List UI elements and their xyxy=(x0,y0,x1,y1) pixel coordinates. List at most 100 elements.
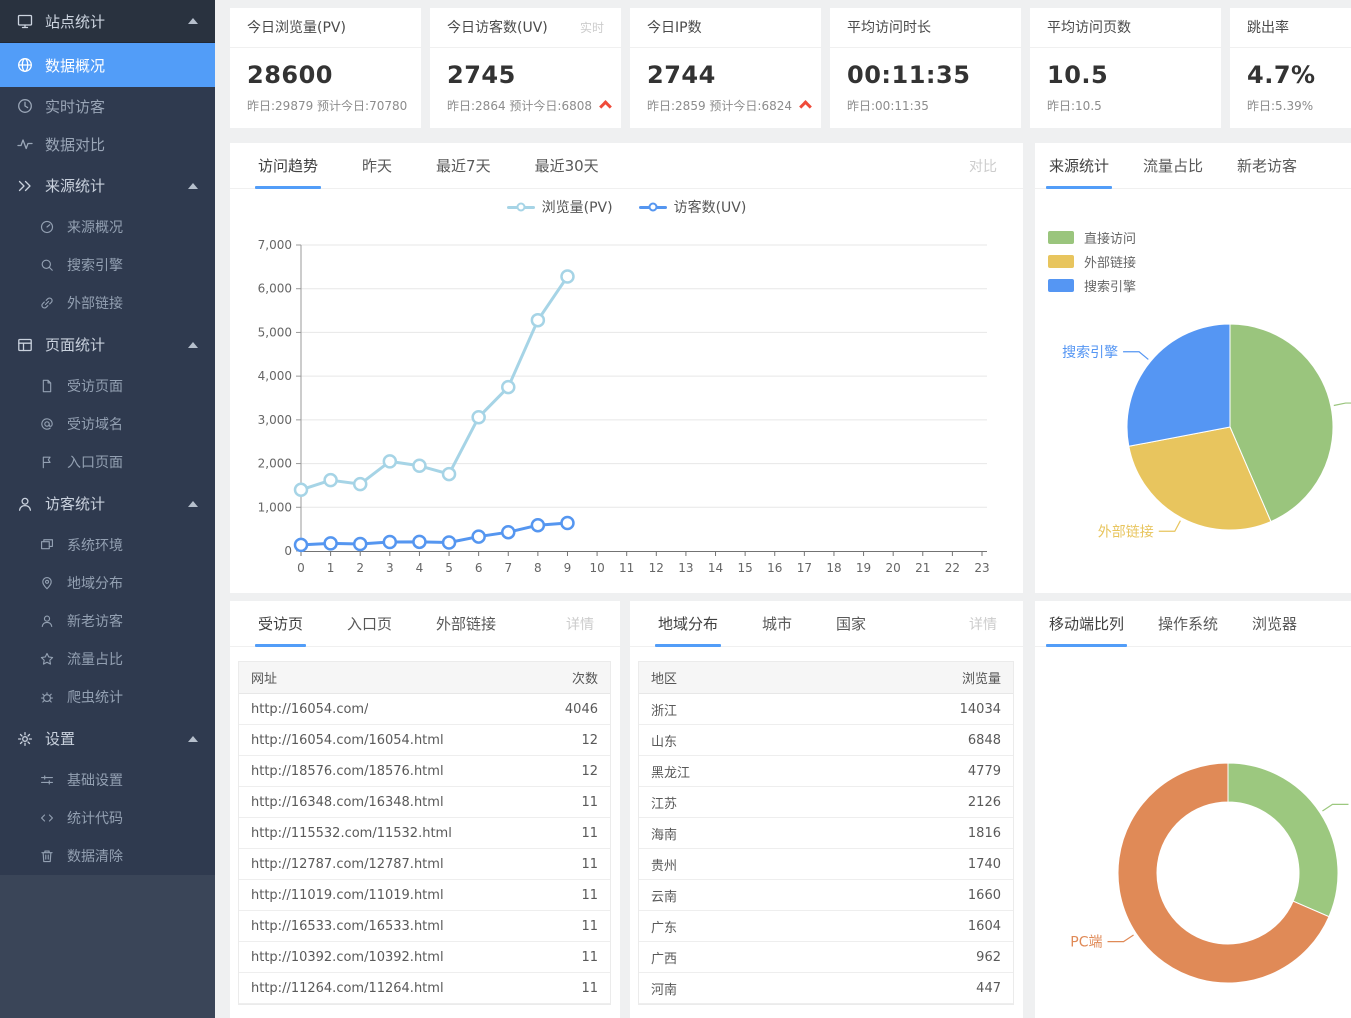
visited-page-row: http://10392.com/10392.html 11 xyxy=(239,942,610,973)
legend-item-pv[interactable]: 浏览量(PV) xyxy=(506,197,613,217)
sidebar-item-label: 数据清除 xyxy=(67,849,123,865)
data-point xyxy=(293,482,309,498)
row-value: 11 xyxy=(581,794,598,810)
tab-last7days[interactable]: 最近7天 xyxy=(436,157,491,175)
pie-legend-item[interactable]: 外部链接 xyxy=(1048,249,1136,273)
column-header: 浏览量 xyxy=(961,672,1001,687)
tab-mobile-ratio[interactable]: 移动端比列 xyxy=(1045,601,1128,647)
card-subtext: 昨日:00:11:35 xyxy=(847,99,929,113)
device-donut-chart: 移动端PC端 xyxy=(1070,762,1349,984)
sidebar-item-label: 来源概况 xyxy=(67,220,123,236)
legend-swatch xyxy=(1048,278,1074,292)
tab-source-stats[interactable]: 来源统计 xyxy=(1045,143,1113,189)
tab-traffic-share[interactable]: 流量占比 xyxy=(1143,157,1204,175)
tab-region[interactable]: 地域分布 xyxy=(654,601,722,647)
region-row: 山东 6848 xyxy=(639,725,1013,756)
row-label: 浙江 xyxy=(651,703,678,719)
trash-icon xyxy=(38,848,55,865)
card-subtext: 昨日:2864 预计今日:6808 xyxy=(430,89,621,114)
compare-link[interactable]: 对比 xyxy=(969,159,997,175)
sidebar-item-region-distribution[interactable]: 地域分布 xyxy=(0,564,215,602)
card-subtext: 昨日:2859 预计今日:6824 xyxy=(630,89,821,114)
row-value: 447 xyxy=(976,980,1001,996)
sidebar-item-label: 地域分布 xyxy=(67,576,123,592)
source-tabs: 来源统计 流量占比 新老访客 xyxy=(1035,143,1351,189)
tab-country[interactable]: 国家 xyxy=(836,615,867,633)
row-label: http://18576.com/18576.html xyxy=(251,763,444,779)
tab-new-returning[interactable]: 新老访客 xyxy=(1237,157,1298,175)
region-row: 河南 447 xyxy=(639,973,1013,1004)
star-icon xyxy=(38,651,55,668)
sidebar-item-basic-settings[interactable]: 基础设置 xyxy=(0,761,215,799)
pie-legend-item[interactable]: 直接访问 xyxy=(1048,225,1136,249)
y-tick-label: 7,000 xyxy=(258,238,292,252)
sidebar-item-source-stats[interactable]: 来源统计 xyxy=(0,163,215,208)
row-value: 6848 xyxy=(967,732,1001,748)
sidebar-item-source-overview[interactable]: 来源概况 xyxy=(0,208,215,246)
tab-os[interactable]: 操作系统 xyxy=(1158,615,1219,633)
sidebar-item-site-stats[interactable]: 站点统计 xyxy=(0,0,215,43)
sidebar-item-traffic-share[interactable]: 流量占比 xyxy=(0,640,215,678)
sidebar-item-realtime-visitors[interactable]: 实时访客 xyxy=(0,87,215,125)
region-row: 浙江 14034 xyxy=(639,694,1013,725)
sidebar-item-external-links[interactable]: 外部链接 xyxy=(0,284,215,322)
details-link[interactable]: 详情 xyxy=(566,617,594,633)
sidebar-item-search-engine[interactable]: 搜索引擎 xyxy=(0,246,215,284)
region-panel: 地域分布 城市 国家 详情 地区 浏览量 浙江 14034 山东 6848 黑龙江 4779 江苏 21… xyxy=(630,601,1023,1018)
sidebar-item-page-stats[interactable]: 页面统计 xyxy=(0,322,215,367)
visited-pages-table: 网址 次数 http://16054.com/4046 http://16054.co… xyxy=(238,661,611,1005)
pie-legend-item[interactable]: 搜索引擎 xyxy=(1048,273,1136,297)
legend-label: 浏览量(PV) xyxy=(541,200,613,216)
data-point xyxy=(441,535,457,550)
row-label: 海南 xyxy=(651,827,678,843)
sidebar-item-entry-pages[interactable]: 入口页面 xyxy=(0,443,215,481)
row-label: http://16348.com/16348.html xyxy=(251,794,444,810)
sidebar-item-system-env[interactable]: 系统环境 xyxy=(0,526,215,564)
tab-last30days[interactable]: 最近30天 xyxy=(534,157,599,175)
sidebar-item-visited-domains[interactable]: 受访域名 xyxy=(0,405,215,443)
tab-external-links[interactable]: 外部链接 xyxy=(436,615,497,633)
legend-marker xyxy=(506,202,535,212)
card-value: 28600 xyxy=(247,61,333,89)
slice-搜索引擎 xyxy=(1126,323,1231,447)
y-tick-label: 2,000 xyxy=(258,457,292,471)
tab-yesterday[interactable]: 昨天 xyxy=(362,157,393,175)
tab-visited-pages[interactable]: 受访页 xyxy=(254,601,307,647)
sidebar-item-tracking-code[interactable]: 统计代码 xyxy=(0,799,215,837)
sidebar-item-data-compare[interactable]: 数据对比 xyxy=(0,125,215,163)
device-panel: 移动端比列 操作系统 浏览器 移动端PC端 xyxy=(1035,601,1351,1018)
pin-icon xyxy=(38,575,55,592)
users-icon xyxy=(16,495,33,512)
sidebar-item-data-clear[interactable]: 数据清除 xyxy=(0,837,215,875)
label-leader xyxy=(1333,402,1351,407)
tab-browser[interactable]: 浏览器 xyxy=(1252,615,1298,633)
data-point xyxy=(293,537,309,553)
tab-trend[interactable]: 访问趋势 xyxy=(254,143,322,189)
legend-label: 直接访问 xyxy=(1084,231,1137,247)
row-value: 2126 xyxy=(967,794,1001,810)
card-subtext: 昨日:10.5 xyxy=(1047,99,1102,113)
sidebar-item-visited-pages[interactable]: 受访页面 xyxy=(0,367,215,405)
sidebar-item-label: 基础设置 xyxy=(67,773,123,789)
card-value: 2744 xyxy=(647,61,716,89)
sidebar-item-data-overview[interactable]: 数据概况 xyxy=(0,43,215,87)
sidebar-item-crawler-stats[interactable]: 爬虫统计 xyxy=(0,678,215,716)
sidebar: 站点统计 数据概况 实时访客 数据对比 来源统计来源概况搜索引擎 外部链接 页面统计 受访页面… xyxy=(0,0,215,1018)
details-link[interactable]: 详情 xyxy=(969,617,997,633)
tab-city[interactable]: 城市 xyxy=(762,615,793,633)
label-leader xyxy=(1107,934,1134,943)
legend-label: 访客数(UV) xyxy=(673,200,747,216)
visited-page-row: http://16533.com/16533.html 11 xyxy=(239,911,610,942)
sidebar-item-visitor-stats[interactable]: 访客统计 xyxy=(0,481,215,526)
x-tick-label: 2 xyxy=(356,561,364,575)
row-value: 12 xyxy=(581,732,598,748)
tab-entry-pages[interactable]: 入口页 xyxy=(347,615,393,633)
legend-marker-dot xyxy=(516,202,526,212)
card-subtext: 昨日:5.39% xyxy=(1247,99,1314,113)
sidebar-item-settings[interactable]: 设置 xyxy=(0,716,215,761)
sidebar-item-new-returning[interactable]: 新老访客 xyxy=(0,602,215,640)
gauge-icon xyxy=(38,219,55,236)
pulse-icon xyxy=(16,136,33,153)
legend-item-uv[interactable]: 访客数(UV) xyxy=(638,197,747,217)
